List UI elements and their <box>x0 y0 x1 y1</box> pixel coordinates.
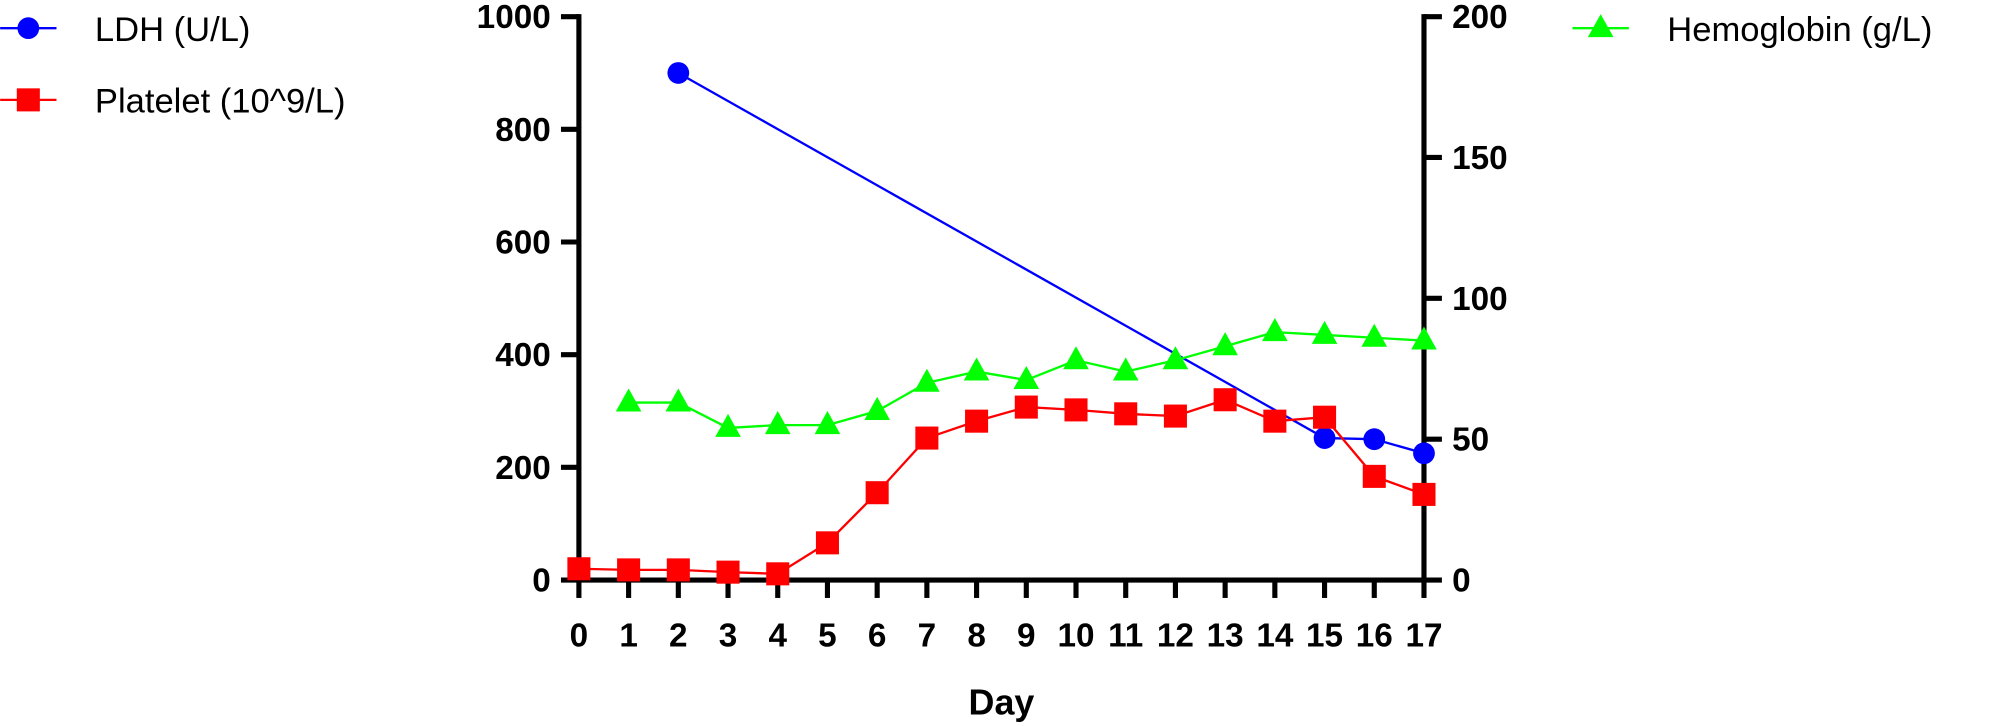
right-y-tick-label: 150 <box>1452 140 1508 177</box>
x-tick-label: 14 <box>1256 618 1294 655</box>
platelet-point <box>666 558 690 582</box>
ldh-point <box>1363 428 1386 451</box>
right-y-tick-label: 50 <box>1452 422 1489 459</box>
platelet-point <box>1263 409 1287 433</box>
x-tick-label: 17 <box>1405 618 1442 655</box>
hemoglobin-point <box>814 411 841 435</box>
platelet-point <box>1313 405 1337 429</box>
left-y-tick-label: 600 <box>495 225 551 262</box>
legend-label: Hemoglobin (g/L) <box>1667 11 1932 49</box>
platelet-point <box>567 557 591 581</box>
x-tick-label: 9 <box>1017 618 1036 655</box>
platelet-point <box>965 409 989 433</box>
right-y-tick-label: 200 <box>1452 0 1508 36</box>
series-layer <box>567 62 1437 586</box>
x-tick-label: 12 <box>1157 618 1194 655</box>
ldh-point <box>1413 442 1435 465</box>
legend-item-platelet: Platelet (10^9/L) <box>0 83 346 121</box>
x-axis-label: Day <box>969 682 1035 722</box>
hemoglobin-point <box>914 368 940 392</box>
x-tick-label: 5 <box>818 618 837 655</box>
platelet-point <box>865 481 889 505</box>
hemoglobin-point <box>864 396 890 420</box>
x-tick-label: 1 <box>619 618 638 655</box>
x-tick-label: 11 <box>1108 618 1143 655</box>
x-tick-label: 16 <box>1356 618 1393 655</box>
legend-label: LDH (U/L) <box>95 11 251 49</box>
hemoglobin-point <box>1361 323 1388 347</box>
hemoglobin-point <box>1212 332 1238 356</box>
hemoglobin-point <box>665 388 692 412</box>
platelet-point <box>1412 482 1436 506</box>
hemoglobin-point <box>963 357 990 381</box>
hemoglobin-point <box>615 388 642 412</box>
series-ldh <box>667 62 1435 465</box>
ldh-line <box>677 71 1425 455</box>
right-y-tick-label: 100 <box>1452 281 1508 318</box>
legend-item-hemoglobin: Hemoglobin (g/L) <box>1572 11 1932 49</box>
hemoglobin-point <box>764 411 791 435</box>
platelet-point <box>1114 402 1138 426</box>
left-y-tick-label: 400 <box>495 337 551 374</box>
platelet-point <box>815 531 839 555</box>
hemoglobin-point <box>1013 365 1040 389</box>
platelet-point <box>1064 398 1088 422</box>
platelet-point <box>766 562 790 586</box>
legend-marker-square <box>16 88 40 112</box>
hemoglobin-point <box>1162 346 1189 370</box>
x-tick-label: 6 <box>868 618 887 655</box>
axes: 0 1 2 3 4 5 6 7 8 9 10 11 12 13 14 15 16 1702004006008001… <box>477 0 1508 655</box>
legend-marker-circle <box>17 17 40 40</box>
series-platelet <box>567 388 1436 586</box>
left-y-tick-label: 0 <box>532 563 551 600</box>
platelet-point <box>1014 395 1038 419</box>
hemoglobin-point <box>1112 357 1139 381</box>
x-tick-label: 2 <box>669 618 688 655</box>
platelet-point <box>617 558 641 582</box>
legend-marker-triangle <box>1587 14 1614 38</box>
platelet-point <box>1213 388 1237 412</box>
x-tick-label: 15 <box>1306 618 1343 655</box>
left-y-tick-label: 200 <box>495 450 551 487</box>
platelet-point <box>1163 404 1187 428</box>
x-tick-label: 0 <box>570 618 589 655</box>
legend-label: Platelet (10^9/L) <box>95 83 346 121</box>
series-hemoglobin <box>615 318 1437 437</box>
x-tick-label: 7 <box>918 618 937 655</box>
x-tick-label: 10 <box>1057 618 1094 655</box>
right-y-tick-label: 0 <box>1452 563 1471 600</box>
x-tick-label: 8 <box>967 618 986 655</box>
hemoglobin-point <box>1063 346 1089 370</box>
hemoglobin-point <box>1262 318 1288 342</box>
legend-item-ldh: LDH (U/L) <box>0 11 250 49</box>
hemoglobin-point <box>1311 320 1338 344</box>
x-tick-label: 3 <box>719 618 738 655</box>
legend: LDH (U/L) Platelet (10^9/L) Hemoglobin (g/… <box>0 11 1932 121</box>
left-y-tick-label: 1000 <box>477 0 551 36</box>
left-y-tick-label: 800 <box>495 112 551 149</box>
platelet-point <box>915 426 939 450</box>
hemoglobin-point <box>715 413 741 437</box>
platelet-point <box>1362 464 1386 488</box>
hemoglobin-point <box>1411 326 1437 350</box>
x-tick-label: 13 <box>1207 618 1244 655</box>
platelet-line <box>578 398 1425 575</box>
x-tick-label: 4 <box>768 618 787 655</box>
platelet-point <box>716 560 740 584</box>
ldh-point <box>667 62 690 84</box>
ldh-point <box>1313 427 1336 449</box>
